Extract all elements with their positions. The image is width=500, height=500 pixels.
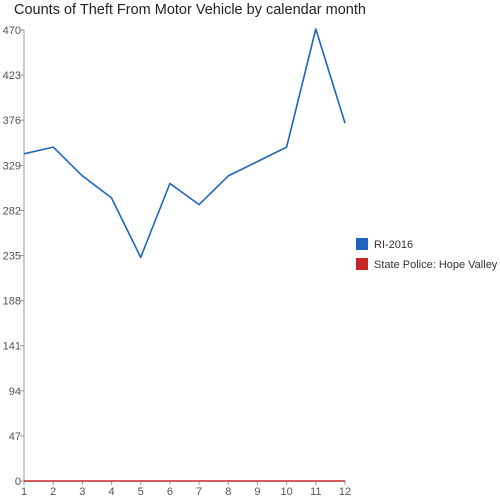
y-tick-label: 376 bbox=[3, 115, 21, 127]
legend-label: RI-2016 bbox=[374, 239, 413, 251]
chart-title: Counts of Theft From Motor Vehicle by ca… bbox=[14, 2, 366, 18]
x-tick-label: 10 bbox=[281, 486, 293, 498]
series-lines bbox=[23, 28, 346, 482]
y-tick-label: 141 bbox=[3, 341, 21, 353]
y-tick-label: 94 bbox=[9, 386, 21, 398]
x-tick-label: 2 bbox=[50, 486, 56, 498]
series-line-ri-2016 bbox=[23, 28, 346, 259]
x-tick-label: 4 bbox=[108, 486, 114, 498]
y-tick-label: 235 bbox=[3, 251, 21, 263]
x-tick-label: 1 bbox=[21, 486, 27, 498]
x-tick-label: 5 bbox=[138, 486, 144, 498]
y-tick-label: 0 bbox=[15, 476, 21, 488]
x-tick-label: 12 bbox=[339, 486, 351, 498]
legend-swatch bbox=[356, 238, 368, 250]
legend: RI-2016 State Police: Hope Valley bbox=[356, 238, 498, 271]
x-tick-label: 9 bbox=[254, 486, 260, 498]
y-tick-label: 282 bbox=[3, 205, 21, 217]
x-axis: 1 2 3 4 5 6 7 8 9 10 11 12 bbox=[21, 480, 351, 498]
x-tick-label: 11 bbox=[310, 486, 321, 498]
y-tick-label: 47 bbox=[9, 431, 21, 443]
y-tick-label: 470 bbox=[3, 25, 21, 37]
x-tick-label: 3 bbox=[79, 486, 85, 498]
x-tick-label: 6 bbox=[167, 486, 173, 498]
x-tick-label: 7 bbox=[196, 486, 202, 498]
x-tick-label: 8 bbox=[225, 486, 231, 498]
y-tick-label: 329 bbox=[3, 160, 21, 172]
legend-label: State Police: Hope Valley bbox=[374, 259, 498, 271]
y-axis: 0 47 94 141 188 235 282 329 376 423 470 bbox=[3, 25, 25, 488]
legend-swatch bbox=[356, 258, 368, 270]
y-tick-label: 423 bbox=[3, 70, 21, 82]
y-tick-label: 188 bbox=[3, 296, 21, 308]
